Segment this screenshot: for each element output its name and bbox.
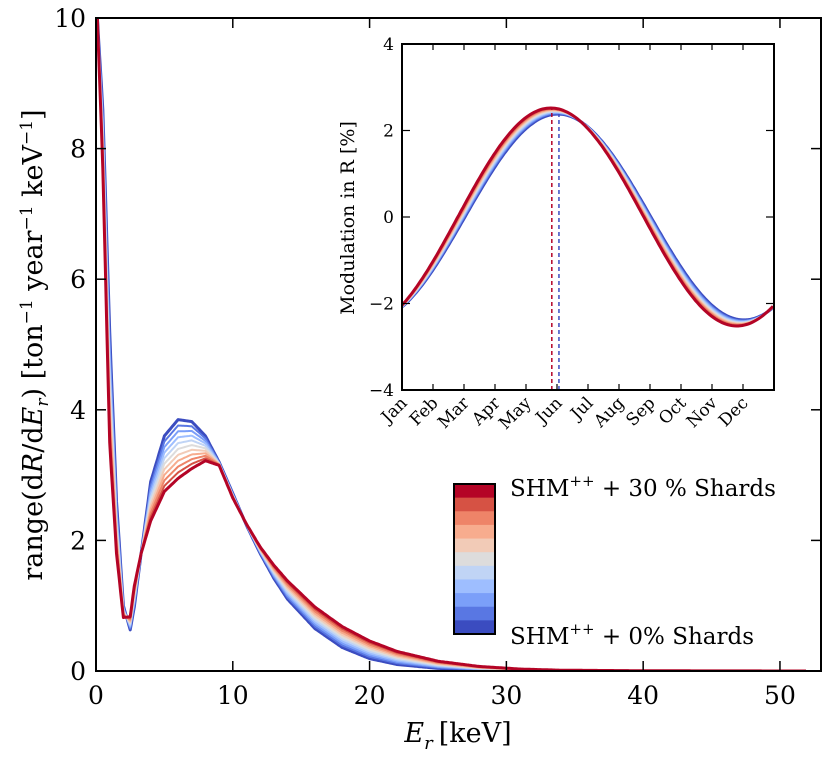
main-y-tick-label: 10	[54, 4, 86, 33]
inset-x-tick-label: May	[495, 393, 536, 434]
y-label-E: E	[18, 406, 49, 427]
inset-y-tick-label: 2	[383, 122, 394, 142]
y-label-mid: /d	[18, 426, 49, 452]
main-x-tick-label: 10	[217, 681, 249, 710]
inset-series-line-10	[400, 106, 775, 328]
colorbar-cell	[454, 524, 495, 540]
y-label-rest: ) [ton	[18, 324, 49, 398]
colorbar-cell	[454, 538, 495, 553]
colorbar-cell	[454, 593, 495, 608]
colorbar-top-label: SHM++ + 30 % Shards	[510, 472, 776, 502]
y-label-close: ]	[18, 109, 49, 120]
colorbar-cell	[454, 484, 495, 499]
x-label-symbol: E	[403, 718, 424, 749]
y-label-sup2: −1	[17, 205, 37, 230]
main-y-tick-label: 0	[70, 657, 86, 686]
colorbar-cell	[454, 497, 495, 512]
y-label-pre: range(d	[18, 473, 49, 580]
y-label-kev: keV	[18, 145, 49, 206]
inset-x-tick-label: Aug	[590, 393, 629, 432]
inset-y-tick-label: 0	[383, 208, 394, 228]
inset-x-tick-label: Dec	[715, 393, 753, 431]
colorbar-cell	[454, 579, 495, 594]
inset-x-tick-label: Mar	[434, 393, 474, 433]
colorbar-bottom-label: SHM++ + 0% Shards	[510, 620, 754, 650]
main-x-tick-label: 30	[490, 681, 522, 710]
inset-x-tick-label: Nov	[683, 393, 722, 432]
colorbar-cell	[454, 620, 495, 635]
colorbar-cells	[454, 484, 495, 635]
main-y-tick-label: 6	[70, 265, 86, 294]
colorbar-top-rest: + 30 % Shards	[595, 476, 776, 502]
y-label-R: R	[18, 453, 49, 474]
inset-x-tick-label: Oct	[655, 393, 691, 429]
inset-y-tick-label: −2	[369, 295, 394, 315]
inset-y-tick-label: −4	[369, 381, 394, 401]
inset-x-tick-label: Sep	[622, 393, 659, 430]
main-y-ticks: 0 2 4 6 8 10	[54, 4, 821, 686]
colorbar-legend: SHM++ + 30 % Shards SHM++ + 0% Shards	[453, 472, 776, 650]
main-y-tick-label: 4	[70, 396, 86, 425]
colorbar-bottom-base: SHM	[510, 624, 569, 650]
colorbar-frame	[453, 483, 496, 635]
y-label-year: year	[18, 230, 49, 299]
inset-curves	[400, 106, 775, 328]
colorbar-cell	[454, 511, 495, 526]
inset-x-tick-label: Feb	[406, 393, 443, 430]
main-x-tick-label: 50	[764, 681, 796, 710]
colorbar-bottom-rest: + 0% Shards	[595, 624, 755, 650]
main-x-ticks: 0 10 20 30 40 50	[88, 18, 796, 710]
inset-x-tick-label: Jun	[531, 393, 567, 429]
main-x-tick-label: 0	[88, 681, 104, 710]
main-y-tick-label: 2	[70, 526, 86, 555]
main-plot-frame	[95, 17, 822, 672]
main-x-tick-label: 20	[354, 681, 386, 710]
x-label-subscript: r	[424, 733, 434, 754]
colorbar-bottom-sup: ++	[569, 620, 594, 638]
main-y-axis-label: range(dR/dEr) [ton−1 year−1 keV−1]	[17, 109, 53, 580]
x-label-unit: [keV]	[439, 718, 512, 749]
y-label-sup3: −1	[17, 120, 37, 145]
y-label-sup1: −1	[17, 299, 37, 324]
main-y-tick-label: 8	[70, 135, 86, 164]
colorbar-cell	[454, 565, 495, 581]
colorbar-top-sup: ++	[569, 472, 594, 490]
inset-y-tick-label: 4	[383, 35, 394, 55]
inset-y-axis-label: Modulation in R [%]	[337, 121, 359, 315]
colorbar-cell	[454, 552, 495, 567]
colorbar-top-base: SHM	[510, 476, 569, 502]
main-x-tick-label: 40	[627, 681, 659, 710]
inset-peak-markers	[551, 108, 560, 390]
main-x-axis-label: Er [keV]	[403, 718, 511, 754]
inset-y-ticks: −4 −2 0 2 4	[369, 35, 774, 401]
colorbar-cell	[454, 606, 495, 621]
y-label-sub: r	[33, 398, 53, 407]
